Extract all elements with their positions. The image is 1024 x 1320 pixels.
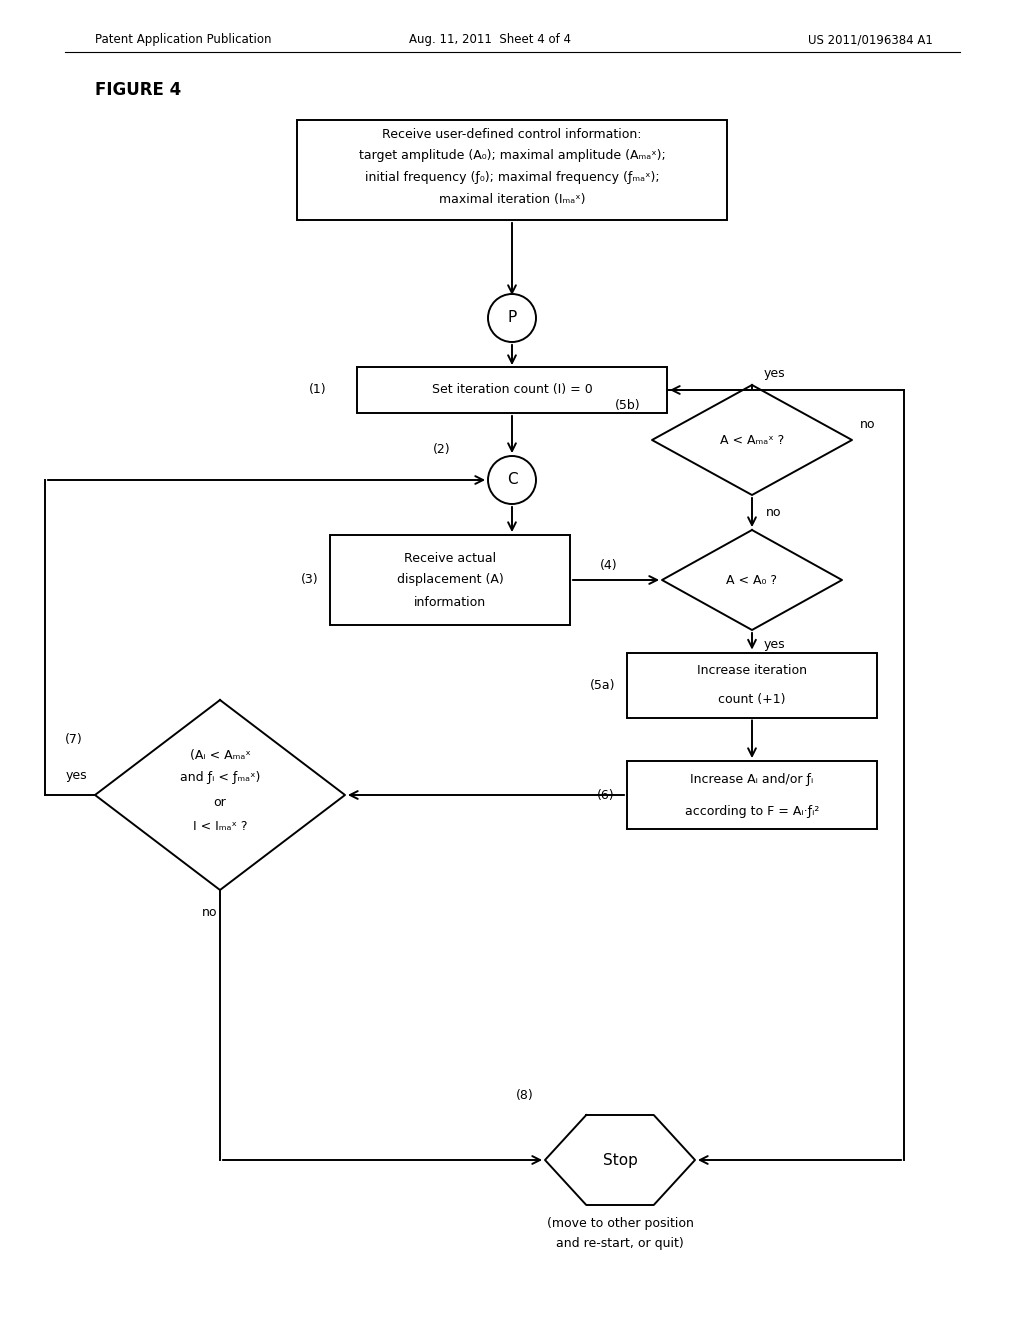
Bar <box>627 652 877 718</box>
Text: and re-start, or quit): and re-start, or quit) <box>556 1237 684 1250</box>
Text: yes: yes <box>66 768 87 781</box>
Bar <box>627 762 877 829</box>
Text: target amplitude (A₀); maximal amplitude (Aₘₐˣ);: target amplitude (A₀); maximal amplitude… <box>358 149 666 162</box>
Text: (Aᵢ < Aₘₐˣ: (Aᵢ < Aₘₐˣ <box>189 748 251 762</box>
Text: A < A₀ ?: A < A₀ ? <box>726 573 777 586</box>
Text: Set iteration count (I) = 0: Set iteration count (I) = 0 <box>432 384 592 396</box>
Text: information: information <box>414 595 486 609</box>
Text: Receive actual: Receive actual <box>403 552 496 565</box>
Text: C: C <box>507 473 517 487</box>
Bar <box>297 120 727 220</box>
Text: or: or <box>214 796 226 809</box>
Text: Stop: Stop <box>602 1152 637 1167</box>
Text: (move to other position: (move to other position <box>547 1217 693 1229</box>
Text: no: no <box>203 906 218 919</box>
Text: Aug. 11, 2011  Sheet 4 of 4: Aug. 11, 2011 Sheet 4 of 4 <box>409 33 571 46</box>
Text: A < Aₘₐˣ ?: A < Aₘₐˣ ? <box>720 433 784 446</box>
Text: Patent Application Publication: Patent Application Publication <box>95 33 271 46</box>
Text: according to F = Aᵢ·ƒᵢ²: according to F = Aᵢ·ƒᵢ² <box>685 804 819 817</box>
Text: (4): (4) <box>600 560 617 573</box>
Text: (5a): (5a) <box>590 678 615 692</box>
Text: (3): (3) <box>300 573 318 586</box>
Text: yes: yes <box>764 367 785 380</box>
Text: maximal iteration (Iₘₐˣ): maximal iteration (Iₘₐˣ) <box>438 194 586 206</box>
Text: (6): (6) <box>597 788 615 801</box>
Text: count (+1): count (+1) <box>718 693 785 705</box>
Text: Receive user-defined control information:: Receive user-defined control information… <box>382 128 642 140</box>
Bar <box>330 535 570 624</box>
Text: displacement (A): displacement (A) <box>396 573 504 586</box>
Text: Increase iteration: Increase iteration <box>697 664 807 677</box>
Bar <box>357 367 667 413</box>
Text: Increase Aᵢ and/or ƒᵢ: Increase Aᵢ and/or ƒᵢ <box>690 772 814 785</box>
Text: (5b): (5b) <box>614 399 640 412</box>
Text: (8): (8) <box>516 1089 534 1101</box>
Text: US 2011/0196384 A1: US 2011/0196384 A1 <box>808 33 933 46</box>
Text: initial frequency (ƒ₀); maximal frequency (ƒₘₐˣ);: initial frequency (ƒ₀); maximal frequenc… <box>365 172 659 185</box>
Text: no: no <box>860 418 876 432</box>
Text: FIGURE 4: FIGURE 4 <box>95 81 181 99</box>
Text: (7): (7) <box>66 734 83 747</box>
Text: (1): (1) <box>309 384 327 396</box>
Text: and ƒᵢ < ƒₘₐˣ): and ƒᵢ < ƒₘₐˣ) <box>180 771 260 784</box>
Text: P: P <box>507 310 517 326</box>
Text: no: no <box>766 506 781 519</box>
Text: yes: yes <box>764 638 785 651</box>
Text: I < Iₘₐˣ ?: I < Iₘₐˣ ? <box>193 821 247 833</box>
Text: (2): (2) <box>433 444 451 457</box>
